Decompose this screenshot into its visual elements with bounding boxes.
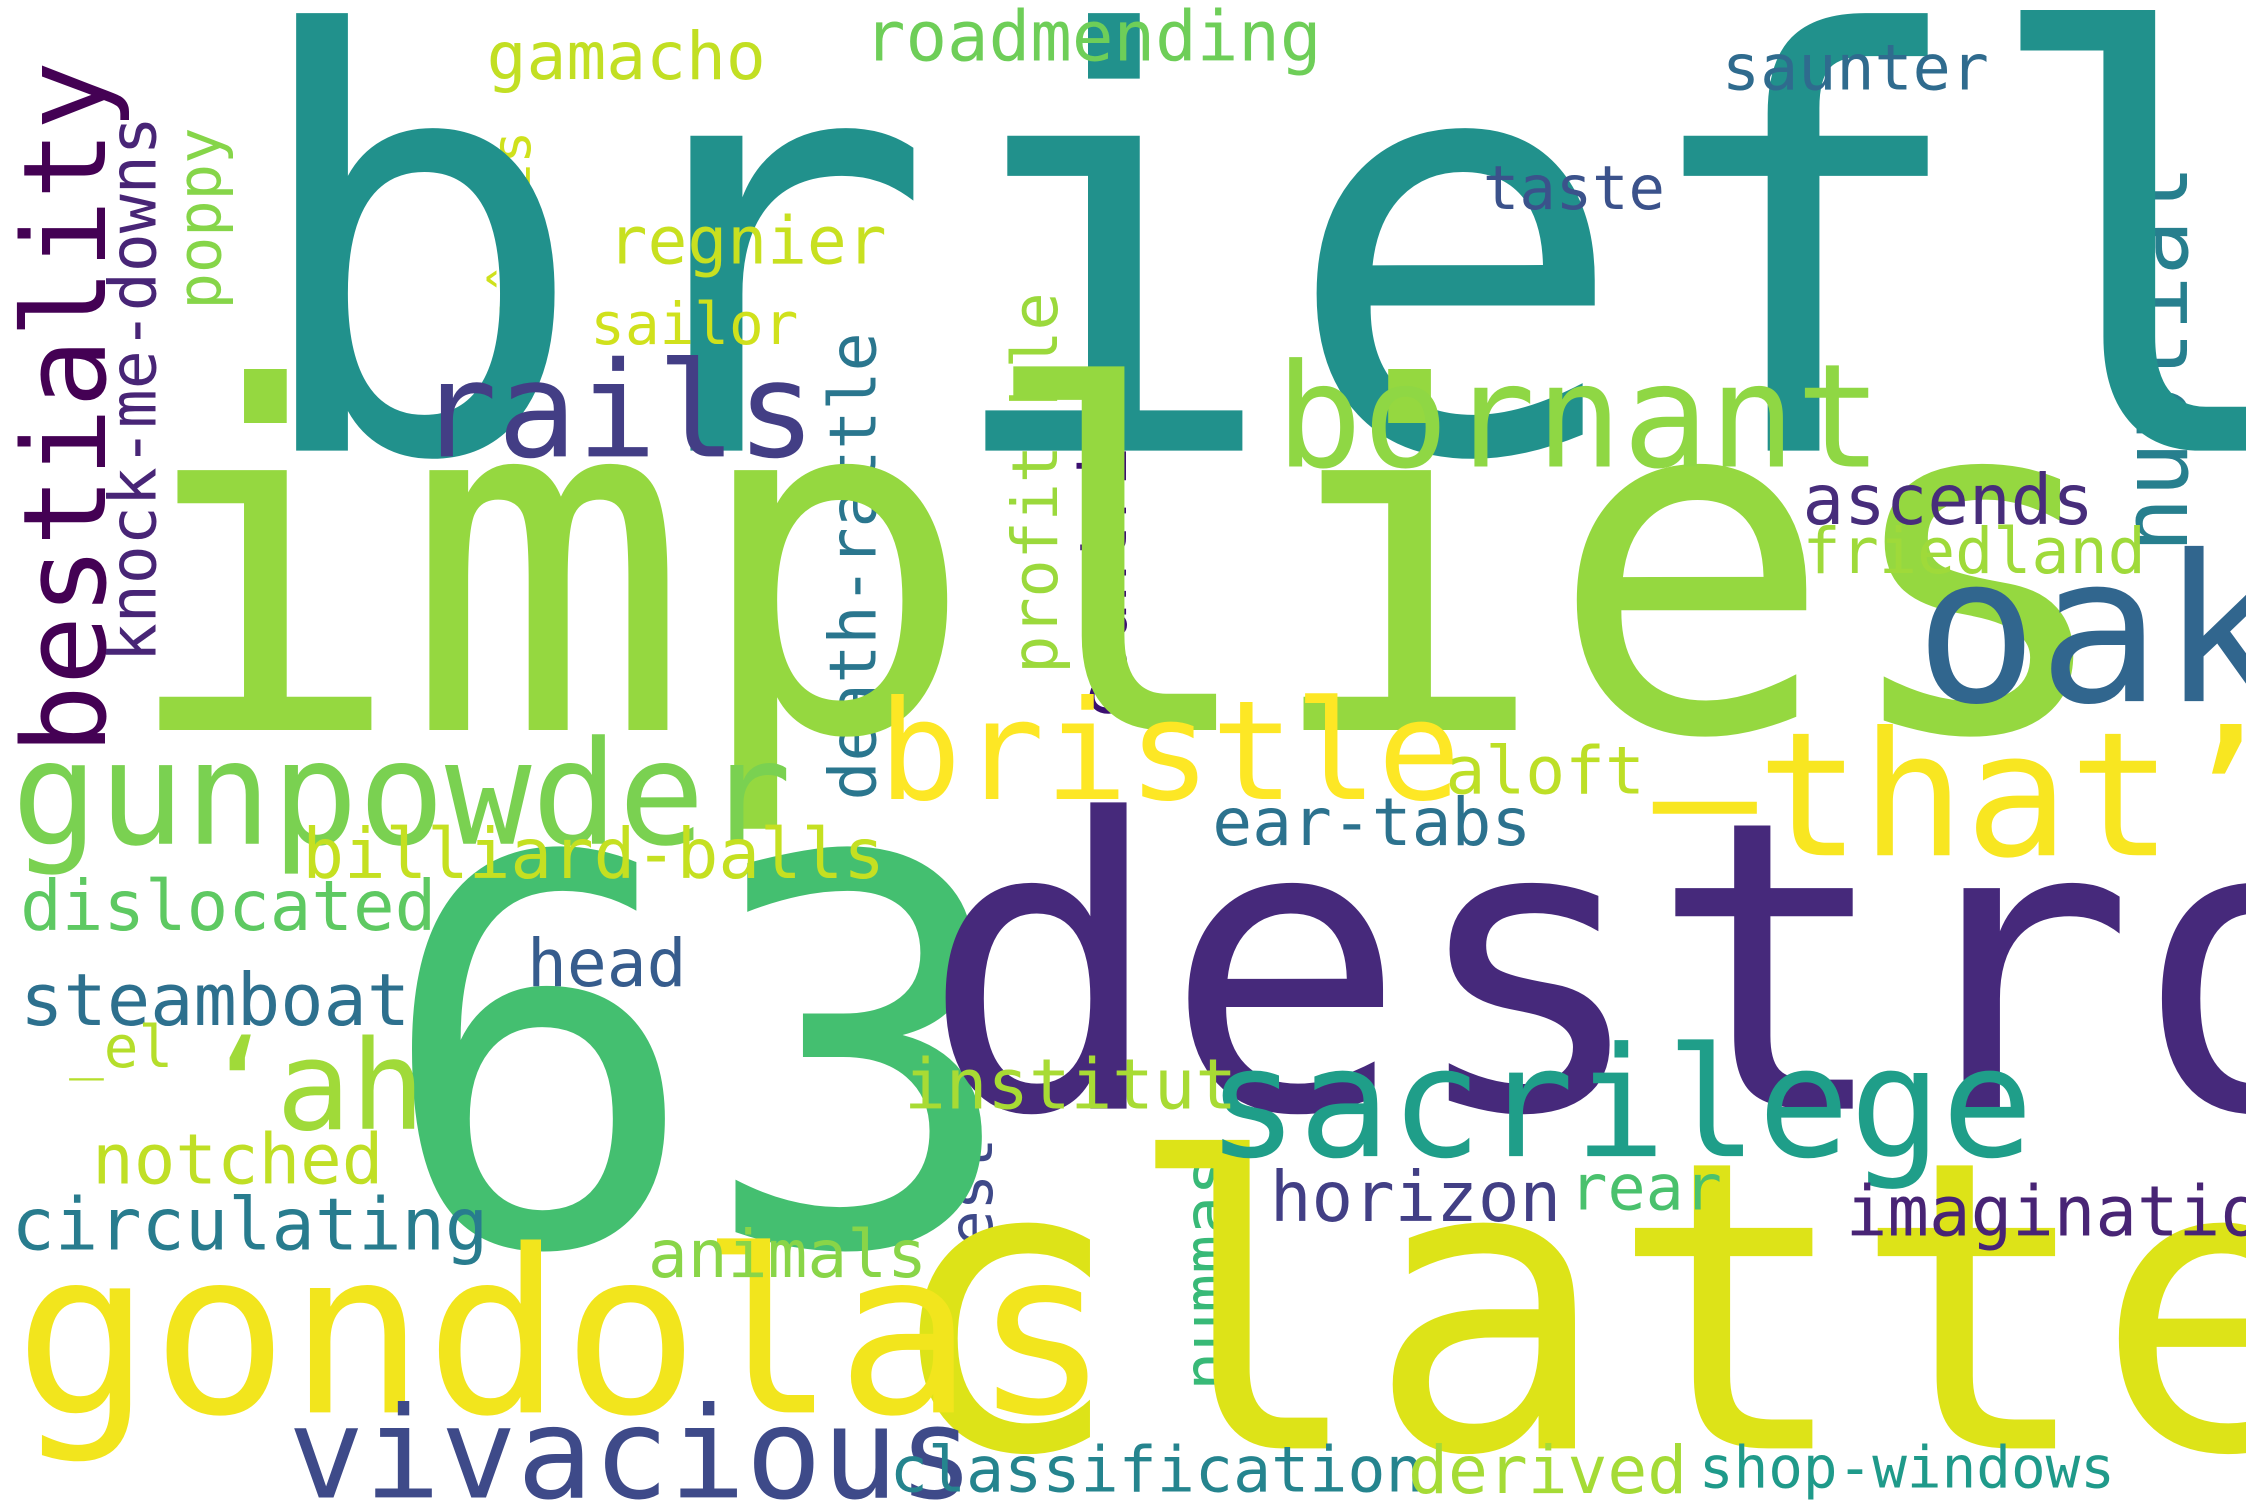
word-gondolas: gondolas: [14, 1202, 1111, 1468]
word-roadmending: roadmending: [863, 0, 1322, 78]
word-derived: derived: [1408, 1431, 1688, 1502]
word-aloft: aloft: [1445, 731, 1645, 810]
word-poppy: poppy: [164, 127, 235, 310]
word-billiard-balls: billiard-balls: [302, 814, 885, 896]
word-gamacho: gamacho: [486, 17, 766, 96]
word-head: head: [526, 924, 687, 1003]
word-taste: taste: [1482, 152, 1665, 224]
word-el: _el: [69, 1015, 174, 1082]
word-sailor: sailor: [590, 292, 799, 359]
word-sacrilege: sacrilege: [1206, 1015, 2034, 1193]
word-steamboat: steamboat: [20, 958, 411, 1043]
word-imagination: imagination: [1845, 1171, 2246, 1253]
word-circulating: circulating: [11, 1183, 489, 1267]
word-rear: rear: [1569, 1151, 1722, 1226]
word-notched: notched: [92, 1120, 384, 1201]
word-shop-windows: shop-windows: [1698, 1435, 2115, 1502]
word-bornant: bornant: [1275, 332, 1883, 502]
word-saunter: saunter: [1721, 31, 1989, 106]
word-ear-tabs: ear-tabs: [1212, 783, 1532, 861]
word-briefly: briefly: [241, 0, 2246, 588]
word-institut: institut: [904, 1045, 1238, 1126]
word-dislocated: dislocated: [20, 866, 437, 948]
word-horizon: horizon: [1269, 1157, 1562, 1239]
word-bristle: bristle: [878, 670, 1461, 833]
word-animals: animals: [647, 1215, 928, 1293]
word-regnier: regnier: [607, 201, 887, 280]
word-classification: classification: [889, 1433, 1424, 1502]
word-destroy: destroy: [921, 735, 2246, 1206]
word-thats: —that’s: [1652, 696, 2246, 897]
word-63: 63: [377, 747, 1023, 1371]
word-implies: implies: [118, 289, 2121, 843]
word-ascends: ascends: [1802, 460, 2094, 542]
word-ah: ‘ah: [201, 1015, 426, 1159]
word-rails: rails: [417, 334, 817, 489]
word-vivacious: vivacious: [287, 1379, 975, 1502]
word-clatter: clatter: [881, 1075, 2246, 1502]
word-oak: oak: [1914, 512, 2246, 751]
word-friedland: friedland: [1802, 515, 2146, 589]
word-gunpowder: gunpowder: [11, 709, 792, 879]
